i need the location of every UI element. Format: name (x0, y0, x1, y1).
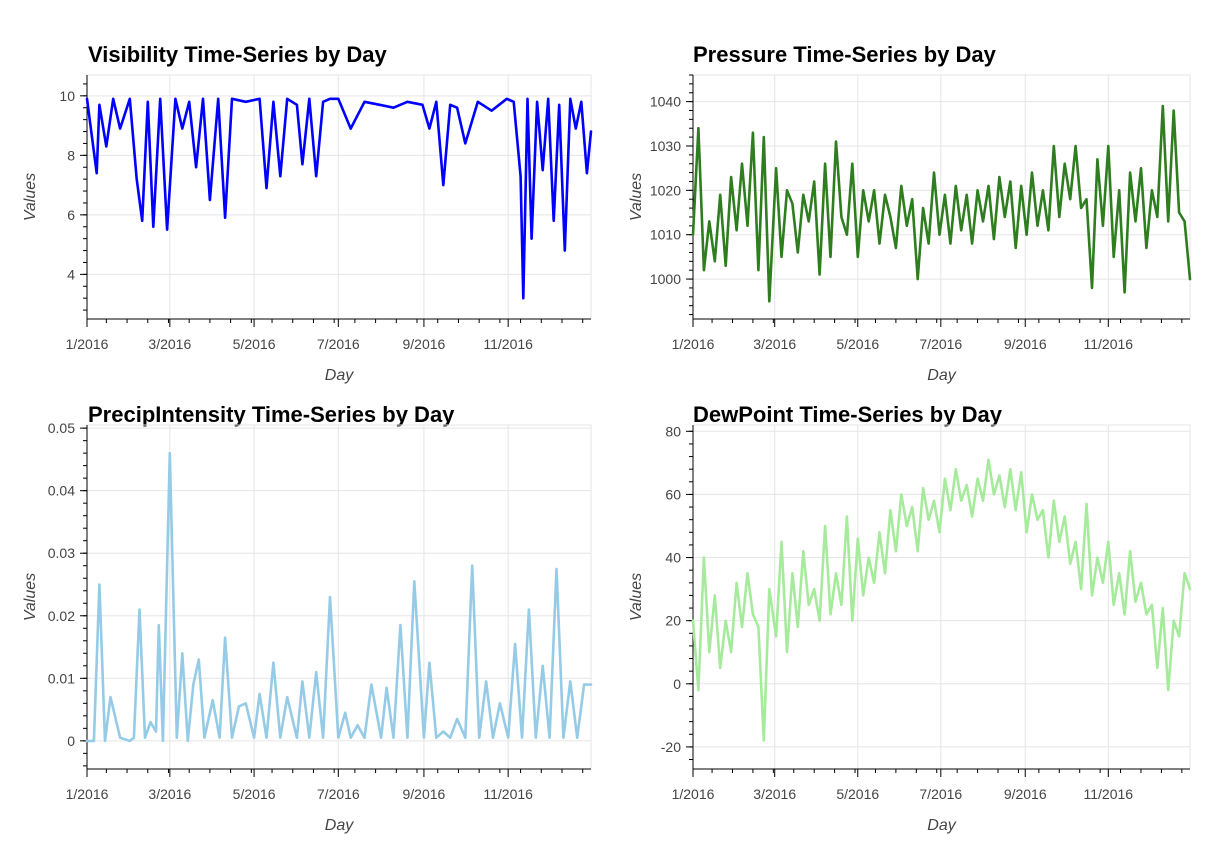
x-tick-label: 5/2016 (836, 336, 879, 352)
x-tick-label: 1/2016 (672, 336, 715, 352)
x-tick-label: 9/2016 (403, 786, 446, 802)
y-tick-label: 1030 (650, 138, 681, 154)
x-axis-label: Day (927, 817, 956, 834)
x-tick-label: 3/2016 (148, 786, 191, 802)
x-tick-label: 3/2016 (753, 786, 796, 802)
x-tick-label: 7/2016 (317, 336, 360, 352)
x-tick-label: 1/2016 (66, 336, 109, 352)
x-tick-label: 11/2016 (1084, 786, 1134, 802)
series-line (691, 104, 1192, 303)
chart-title: DewPoint Time-Series by Day (693, 402, 1003, 427)
y-tick-label: 6 (67, 207, 75, 223)
x-tick-label: 5/2016 (233, 786, 276, 802)
y-axis-label: Values (22, 573, 39, 621)
x-tick-label: 9/2016 (403, 336, 446, 352)
y-tick-label: 1000 (650, 271, 681, 287)
y-tick-label: 80 (665, 423, 681, 439)
y-tick-label: 0.04 (48, 483, 75, 499)
y-tick-label: 60 (665, 486, 681, 502)
x-tick-label: 11/2016 (483, 786, 533, 802)
x-tick-label: 1/2016 (672, 786, 715, 802)
y-tick-label: 0.05 (48, 420, 75, 436)
y-tick-label: 0 (67, 733, 75, 749)
x-tick-label: 11/2016 (483, 336, 533, 352)
chart-4: DewPoint Time-Series by Day -20 0 20 40 60 80 1… (628, 402, 1192, 834)
x-tick-label: 3/2016 (753, 336, 796, 352)
x-axis-label: Day (927, 367, 956, 384)
y-tick-label: 10 (59, 88, 75, 104)
series-line (691, 458, 1192, 742)
y-tick-label: -20 (661, 739, 681, 755)
x-tick-label: 1/2016 (66, 786, 109, 802)
y-axis-label: Values (22, 173, 39, 221)
y-tick-label: 0.03 (48, 545, 75, 561)
x-tick-label: 7/2016 (919, 336, 962, 352)
y-tick-label: 0.01 (48, 670, 75, 686)
x-axis-label: Day (325, 817, 354, 834)
x-tick-label: 5/2016 (836, 786, 879, 802)
x-tick-label: 9/2016 (1004, 786, 1047, 802)
x-tick-label: 9/2016 (1004, 336, 1047, 352)
x-tick-label: 3/2016 (148, 336, 191, 352)
x-tick-label: 11/2016 (1084, 336, 1134, 352)
y-tick-label: 20 (665, 613, 681, 629)
y-tick-label: 40 (665, 550, 681, 566)
chart-1: Visibility Time-Series by Day 4 6 8 10 1/2016… (22, 42, 593, 384)
chart-title: PrecipIntensity Time-Series by Day (88, 402, 455, 427)
x-tick-label: 7/2016 (317, 786, 360, 802)
x-tick-label: 5/2016 (233, 336, 276, 352)
x-axis-label: Day (325, 367, 354, 384)
y-tick-label: 8 (67, 147, 75, 163)
series-line (85, 97, 593, 300)
y-tick-label: 0 (673, 676, 681, 692)
y-tick-label: 1020 (650, 182, 681, 198)
y-axis-label: Values (628, 173, 645, 221)
y-tick-label: 1010 (650, 227, 681, 243)
series-line (85, 451, 593, 743)
y-tick-label: 0.02 (48, 608, 75, 624)
chart-3: PrecipIntensity Time-Series by Day 0 0.01 0… (22, 402, 593, 834)
chart-title: Pressure Time-Series by Day (693, 42, 997, 67)
chart-2: Pressure Time-Series by Day 1000 1010 1020 1… (628, 42, 1192, 384)
chart-title: Visibility Time-Series by Day (88, 42, 388, 67)
x-tick-label: 7/2016 (919, 786, 962, 802)
y-axis-label: Values (628, 573, 645, 621)
y-tick-label: 1040 (650, 94, 681, 110)
y-tick-label: 4 (67, 266, 75, 282)
